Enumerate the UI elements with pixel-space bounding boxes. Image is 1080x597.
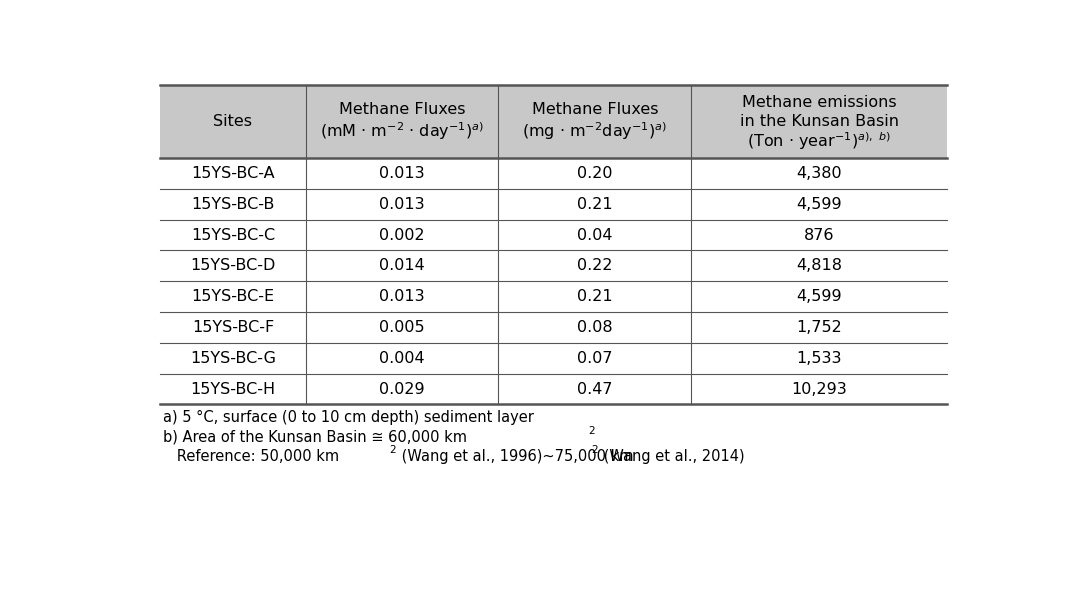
Bar	[691, 85, 947, 158]
Text: 15YS-BC-G: 15YS-BC-G	[190, 351, 275, 366]
Bar	[691, 251, 947, 281]
Bar	[691, 220, 947, 251]
Text: 0.014: 0.014	[379, 259, 424, 273]
Bar	[306, 85, 499, 158]
Bar	[160, 343, 306, 374]
Text: 2: 2	[591, 445, 598, 456]
Text: (mM $\cdot$ m$^{-2}$ $\cdot$ day$^{-1}$)$^{a)}$: (mM $\cdot$ m$^{-2}$ $\cdot$ day$^{-1}$)…	[320, 120, 484, 142]
Text: 1,752: 1,752	[796, 320, 842, 335]
Text: (Wang et al., 1996)~75,000 km: (Wang et al., 1996)~75,000 km	[397, 448, 634, 464]
Text: 4,599: 4,599	[796, 289, 841, 304]
Text: 4,599: 4,599	[796, 197, 841, 212]
Text: 0.04: 0.04	[577, 227, 612, 242]
Text: Methane emissions: Methane emissions	[742, 96, 896, 110]
Text: 10,293: 10,293	[792, 381, 847, 396]
Text: 876: 876	[804, 227, 834, 242]
Text: 0.21: 0.21	[577, 197, 612, 212]
Bar	[499, 343, 691, 374]
Bar	[691, 189, 947, 220]
Bar	[306, 281, 499, 312]
Text: 0.013: 0.013	[379, 197, 424, 212]
Bar	[160, 85, 306, 158]
Text: 2: 2	[390, 445, 396, 456]
Bar	[306, 343, 499, 374]
Text: 15YS-BC-B: 15YS-BC-B	[191, 197, 274, 212]
Text: 0.013: 0.013	[379, 289, 424, 304]
Text: 0.22: 0.22	[577, 259, 612, 273]
Bar	[499, 158, 691, 189]
Text: 4,380: 4,380	[796, 166, 841, 181]
Bar	[160, 251, 306, 281]
Text: 0.004: 0.004	[379, 351, 424, 366]
Bar	[306, 312, 499, 343]
Bar	[499, 189, 691, 220]
Bar	[160, 158, 306, 189]
Text: Methane Fluxes: Methane Fluxes	[339, 102, 465, 117]
Bar	[499, 281, 691, 312]
Bar	[306, 189, 499, 220]
Bar	[306, 374, 499, 404]
Bar	[691, 281, 947, 312]
Text: 15YS-BC-A: 15YS-BC-A	[191, 166, 274, 181]
Text: 0.20: 0.20	[577, 166, 612, 181]
Bar	[306, 251, 499, 281]
Bar	[306, 158, 499, 189]
Text: (Wang et al., 2014): (Wang et al., 2014)	[598, 448, 744, 464]
Bar	[160, 281, 306, 312]
Text: 2: 2	[589, 426, 595, 436]
Bar	[306, 220, 499, 251]
Bar	[160, 374, 306, 404]
Text: 0.013: 0.013	[379, 166, 424, 181]
Bar	[499, 312, 691, 343]
Text: 0.029: 0.029	[379, 381, 424, 396]
Bar	[160, 220, 306, 251]
Text: (Ton $\cdot$ year$^{-1}$)$^{a),\ b)}$: (Ton $\cdot$ year$^{-1}$)$^{a),\ b)}$	[747, 130, 891, 152]
Text: b) Area of the Kunsan Basin ≅ 60,000 km: b) Area of the Kunsan Basin ≅ 60,000 km	[163, 429, 468, 444]
Text: Sites: Sites	[214, 114, 253, 129]
Text: 15YS-BC-F: 15YS-BC-F	[192, 320, 274, 335]
Text: 0.005: 0.005	[379, 320, 424, 335]
Text: in the Kunsan Basin: in the Kunsan Basin	[740, 114, 899, 129]
Bar	[499, 220, 691, 251]
Bar	[499, 374, 691, 404]
Text: 0.21: 0.21	[577, 289, 612, 304]
Bar	[691, 312, 947, 343]
Text: 0.47: 0.47	[577, 381, 612, 396]
Bar	[691, 374, 947, 404]
Bar	[160, 189, 306, 220]
Text: 0.07: 0.07	[577, 351, 612, 366]
Bar	[160, 312, 306, 343]
Text: 1,533: 1,533	[796, 351, 841, 366]
Text: Methane Fluxes: Methane Fluxes	[531, 102, 658, 117]
Text: (mg $\cdot$ m$^{-2}$day$^{-1}$)$^{a)}$: (mg $\cdot$ m$^{-2}$day$^{-1}$)$^{a)}$	[523, 120, 667, 142]
Bar	[691, 158, 947, 189]
Bar	[691, 343, 947, 374]
Text: 15YS-BC-D: 15YS-BC-D	[190, 259, 275, 273]
Text: 15YS-BC-E: 15YS-BC-E	[191, 289, 274, 304]
Text: 0.002: 0.002	[379, 227, 424, 242]
Text: 15YS-BC-C: 15YS-BC-C	[191, 227, 275, 242]
Bar	[499, 251, 691, 281]
Bar	[499, 85, 691, 158]
Text: Reference: 50,000 km: Reference: 50,000 km	[163, 448, 339, 464]
Text: 4,818: 4,818	[796, 259, 842, 273]
Text: 15YS-BC-H: 15YS-BC-H	[190, 381, 275, 396]
Text: a) 5 °C, surface (0 to 10 cm depth) sediment layer: a) 5 °C, surface (0 to 10 cm depth) sedi…	[163, 410, 535, 425]
Text: 0.08: 0.08	[577, 320, 612, 335]
